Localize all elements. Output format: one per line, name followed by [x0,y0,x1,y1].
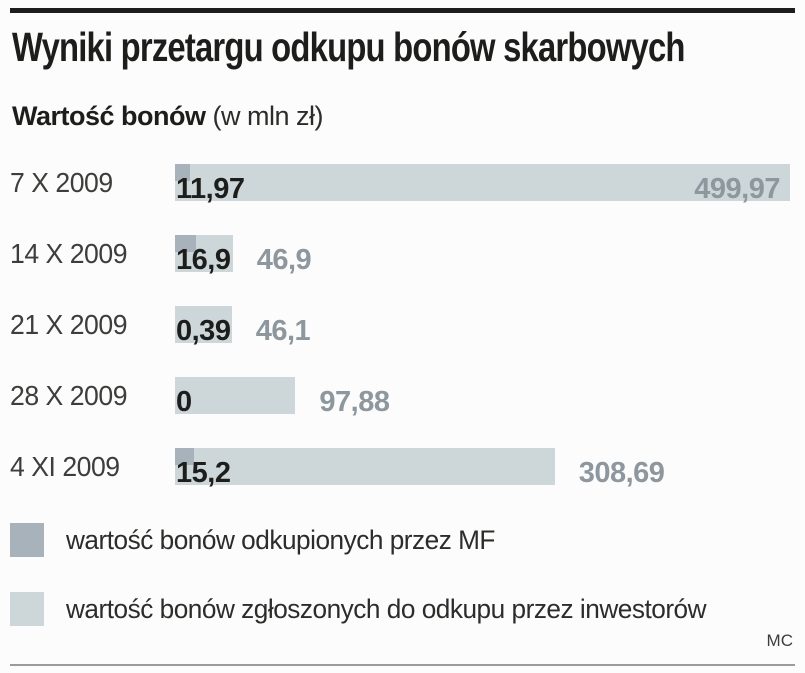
row-bars: 16,9 46,9 [175,235,795,276]
submitted-value: 308,69 [578,457,665,489]
redeemed-value: 15,2 [176,457,231,489]
submitted-value: 46,9 [256,244,312,276]
submitted-swatch-icon [10,592,44,626]
submitted-value: 46,1 [255,315,311,347]
row-bars: 0,39 46,1 [175,306,795,347]
legend-item-redeemed: wartość bonów odkupionych przez MF [10,523,795,557]
row-date: 28 X 2009 [10,379,128,411]
chart-title: Wyniki przetargu odkupu bonów skarbowych [12,24,685,70]
row-date: 7 X 2009 [10,166,113,198]
subtitle-label: Wartość bonów [12,101,206,131]
chart-row: 21 X 2009 0,39 46,1 [10,306,795,347]
redeemed-value: 16,9 [176,244,231,276]
redeemed-value: 11,97 [176,173,245,205]
chart-row: 14 X 2009 16,9 46,9 [10,235,795,276]
chart-row: 28 X 2009 0 97,88 [10,377,795,418]
row-bars: 0 97,88 [175,377,795,418]
chart-subtitle: Wartość bonów (w mln zł) [12,101,323,132]
redeemed-bar [175,164,190,181]
bar-chart: 7 X 2009 11,97 499,97 14 X 2009 16,9 46,… [10,164,795,519]
subtitle-unit: (w mln zł) [205,101,324,131]
legend: wartość bonów odkupionych przez MF warto… [10,523,795,661]
submitted-bar [175,377,296,414]
row-date: 21 X 2009 [10,308,128,340]
redeemed-bar [175,235,196,252]
row-date: 4 XI 2009 [10,450,120,482]
redeemed-value: 0,39 [176,315,231,347]
legend-label: wartość bonów odkupionych przez MF [66,524,495,555]
submitted-bar [175,164,790,201]
top-rule [10,8,795,13]
row-bars: 15,2 308,69 [175,448,795,489]
bottom-rule [10,664,795,666]
submitted-value: 97,88 [319,386,390,418]
submitted-bar [175,306,232,343]
credit: MC [766,631,793,650]
legend-item-submitted: wartość bonów zgłoszonych do odkupu prze… [10,592,795,626]
row-date: 14 X 2009 [10,237,128,269]
redeemed-bar [175,448,194,465]
row-bars: 11,97 499,97 [175,164,795,205]
submitted-value: 499,97 [694,173,780,205]
legend-label: wartość bonów zgłoszonych do odkupu prze… [66,593,707,624]
submitted-bar [175,448,555,485]
chart-row: 7 X 2009 11,97 499,97 [10,164,795,205]
chart-row: 4 XI 2009 15,2 308,69 [10,448,795,489]
redeemed-value: 0 [176,386,192,418]
redeemed-swatch-icon [10,523,44,557]
